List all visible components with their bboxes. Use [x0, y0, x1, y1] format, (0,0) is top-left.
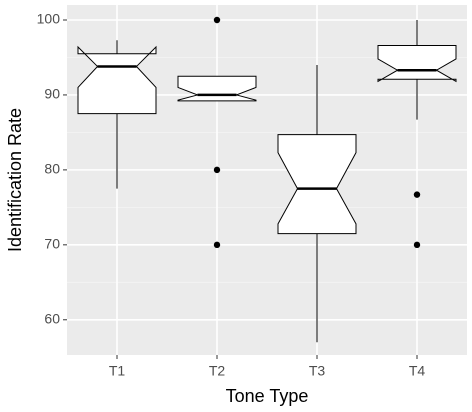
outlier — [413, 241, 421, 249]
y-tick-label: 60 — [44, 310, 60, 326]
y-tick-label: 100 — [37, 11, 61, 27]
outlier — [213, 241, 221, 249]
x-tick-label: T1 — [109, 363, 126, 379]
box — [177, 75, 257, 102]
outlier — [213, 166, 221, 174]
y-tick-label: 80 — [44, 161, 60, 177]
box — [77, 45, 157, 115]
y-axis-title: Identification Rate — [5, 108, 25, 252]
outlier — [413, 191, 421, 198]
outlier — [213, 16, 221, 24]
x-axis-title: Tone Type — [226, 386, 309, 406]
x-tick-label: T3 — [309, 363, 326, 379]
y-tick-label: 70 — [44, 236, 60, 252]
x-tick-label: T4 — [409, 363, 426, 379]
y-tick-label: 90 — [44, 86, 60, 102]
x-tick-label: T2 — [209, 363, 226, 379]
box — [277, 134, 357, 235]
box — [377, 44, 457, 83]
